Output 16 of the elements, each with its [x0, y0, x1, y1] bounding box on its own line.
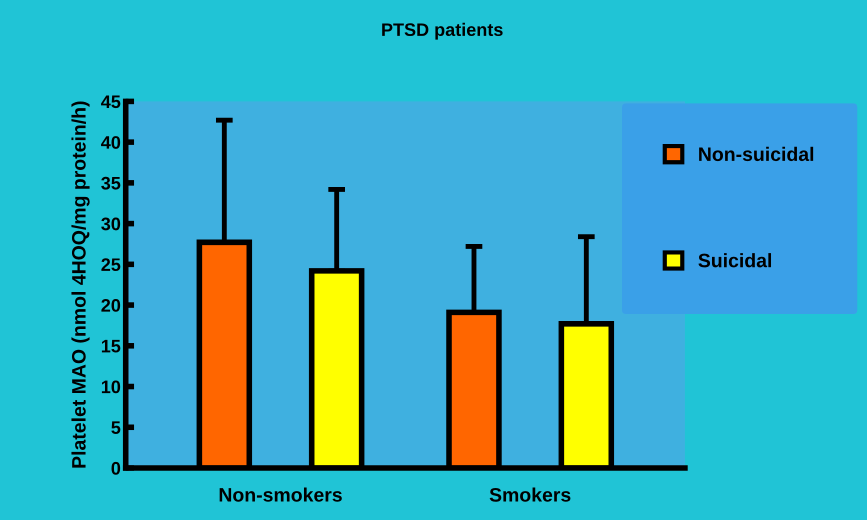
y-tick-label: 25 — [101, 258, 120, 272]
y-tick-label: 45 — [101, 96, 120, 108]
x-tick-label: Smokers — [490, 487, 570, 502]
legend-label: Suicidal — [698, 253, 772, 268]
y-tick-label: 40 — [101, 136, 120, 149]
y-axis-title: Platelet MAO (nmol 4HOQ/mg protein/h) — [71, 101, 90, 468]
y-tick-label: 5 — [111, 421, 120, 434]
y-tick-label: 30 — [101, 218, 120, 230]
x-tick-label: Non-smokers — [220, 487, 342, 502]
legend-label: Non-suicidal — [699, 146, 814, 162]
chart-title: PTSD patients — [382, 22, 503, 40]
y-tick-label: 20 — [101, 299, 120, 312]
y-tick-label: 10 — [102, 380, 120, 394]
y-tick-label: 35 — [101, 176, 120, 190]
y-tick-label: 0 — [112, 462, 120, 475]
y-tick-label: 15 — [102, 340, 120, 353]
